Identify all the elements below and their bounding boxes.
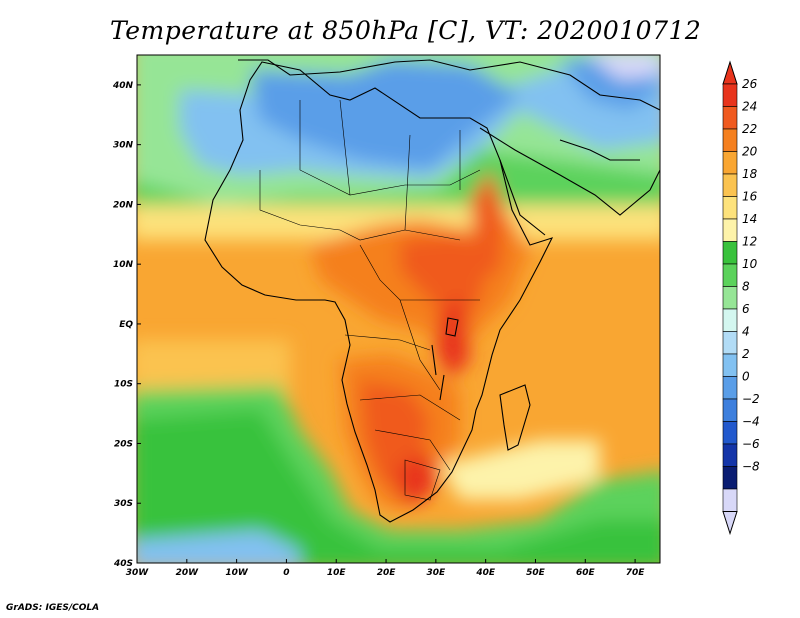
coastlines [204,59,660,523]
border-central [359,244,480,391]
colorbar-label: 22 [742,122,757,136]
colorbar-segment [722,421,738,445]
map-frame [136,54,661,564]
coast-red-sea [499,159,546,236]
field-coldest-patch [588,55,660,80]
colorbar-label: −2 [742,392,760,406]
lakes-rift [431,344,445,401]
colorbar-segment [722,151,738,175]
colorbar-label: 10 [742,257,758,271]
lat-tick-label: 40S [113,559,133,569]
colorbar-segment [722,443,738,467]
field-southafrica-hot [395,450,440,505]
colorbar-segment [722,128,738,152]
border-north-meridians [339,99,461,231]
colorbar-label: −6 [742,437,760,451]
lat-tick-label: 10N [113,260,134,270]
lon-tick-label: 10E [327,568,347,578]
coast-madagascar [499,384,531,451]
colorbar-segment [722,196,738,220]
lon-tick-label: 20W [176,568,200,578]
colorbar-over-triangle [722,60,738,85]
lon-tick-label: 20E [377,568,397,578]
colorbar-segment [722,218,738,242]
lat-tick-label: 20S [114,439,133,449]
colorbar-segment [722,488,738,512]
chart-title: Temperature at 850hPa [C], VT: 202001071… [110,16,702,45]
colorbar-label: 12 [742,235,757,249]
colorbar-segment [722,353,738,377]
colorbar-segment [722,106,738,130]
colorbar-label: 26 [742,77,758,91]
colorbar-segment [722,398,738,422]
lat-tick-label: EQ [119,320,133,330]
colorbar-label: 20 [742,145,758,159]
field-east-hot [400,235,490,330]
lat-tick-label: 10S [114,380,133,390]
coast-europe-asia [238,59,660,111]
field-south-blue [137,530,300,563]
colorbar-segment [722,331,738,355]
border-south [344,334,461,471]
coast-gulf [559,139,640,161]
country-borders [259,99,481,501]
lon-tick-label: 60E [576,568,596,578]
colorbar-label: 16 [742,190,758,204]
colorbar-segment [722,286,738,310]
colorbar-label: 14 [742,212,757,226]
field-lakes-hot [435,300,470,380]
lat-tick-label: 20N [113,200,134,210]
lat-tick-label: 30N [113,141,134,151]
lon-tick-label: 30E [427,568,447,578]
credit-text: GrADS: IGES/COLA [6,603,100,613]
colorbar-segment [722,263,738,287]
colorbar-label: 24 [742,100,757,114]
lon-tick-label: 50E [526,568,546,578]
colorbar-label: −8 [742,460,760,474]
lat-tick-label: 40N [112,81,134,91]
colorbar-label: 8 [742,280,750,294]
colorbar-segment [722,173,738,197]
lake-victoria [445,317,459,337]
colorbar-label: 18 [742,167,758,181]
field-ethiopia-hot [470,170,505,280]
coast-arabia [479,127,660,216]
lon-tick-label: 70E [626,568,646,578]
colorbar-label: 0 [742,370,750,384]
field-south-darkgreen [137,410,660,563]
lon-tick-label: 40E [475,568,496,578]
colorbar-label: 6 [742,302,750,316]
colorbar-segment [722,376,738,400]
colorbar-label: 4 [742,325,750,339]
border-lesotho-area [404,459,441,501]
field-south-pale [440,440,600,500]
colorbar-segment [722,466,738,490]
colorbar-segment [722,83,738,107]
colorbar-segment [722,241,738,265]
lon-tick-label: 30W [126,568,150,578]
field-sahara-cold [250,60,520,170]
lat-tick-label: 30S [114,499,133,509]
lon-tick-label: 10W [225,568,249,578]
colorbar-segment [722,308,738,332]
colorbar-label: −4 [742,415,760,429]
colorbar-under-triangle [722,511,738,536]
lon-tick-label: 0 [283,568,289,578]
colorbar-label: 2 [742,347,750,361]
border-sahara [299,100,481,196]
temperature-field [137,55,660,563]
